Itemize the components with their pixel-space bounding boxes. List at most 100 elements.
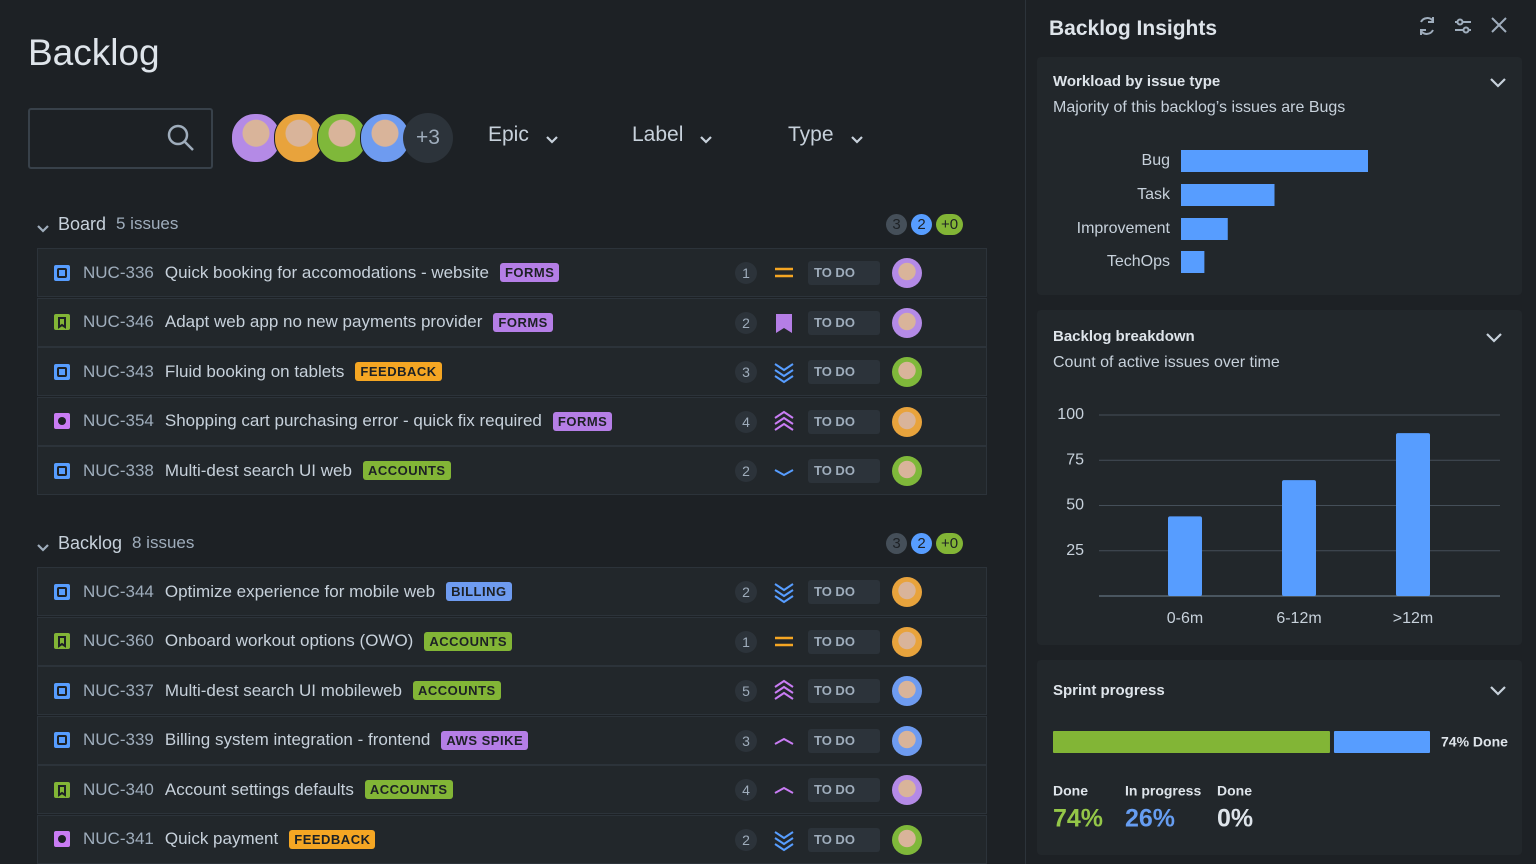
status-dropdown[interactable]: TO DO: [808, 827, 880, 852]
breakdown-card: [1037, 310, 1522, 645]
x-tick-label: 6-12m: [1276, 610, 1321, 627]
priority-icon: [772, 580, 796, 609]
issue-row[interactable]: NUC-339 Billing system integration - fron…: [37, 715, 987, 765]
stat-label: In progress: [1125, 783, 1201, 799]
bar: [1181, 251, 1205, 273]
page-title: Backlog: [28, 32, 160, 73]
filter-button[interactable]: Type: [788, 123, 834, 146]
status-dropdown[interactable]: TO DO: [808, 310, 880, 335]
issue-title[interactable]: Adapt web app no new payments provider: [164, 312, 483, 331]
stat-value: 26%: [1125, 805, 1175, 833]
issue-key[interactable]: NUC-343: [83, 361, 154, 381]
issue-label: FEEDBACK: [355, 362, 442, 381]
issue-row[interactable]: NUC-341 Quick payment FEEDBACK 2 TO DO: [37, 814, 987, 864]
status-dropdown[interactable]: TO DO: [808, 360, 880, 384]
issue-main: NUC-354 Shopping cart purchasing error - …: [52, 398, 613, 445]
assignee-avatar: [892, 406, 922, 437]
chart-subtitle: Count of active issues over time: [1053, 354, 1280, 371]
collapse-chevron[interactable]: [1486, 333, 1502, 343]
stat-label: Done: [1053, 783, 1088, 799]
issue-key[interactable]: NUC-360: [83, 631, 154, 650]
section-title[interactable]: Board: [58, 214, 107, 234]
issue-key[interactable]: NUC-344: [83, 581, 154, 601]
issue-label: FORMS: [552, 411, 613, 431]
issue-key[interactable]: NUC-336: [83, 262, 154, 282]
issue-label: FORMS: [499, 263, 560, 282]
issue-type-icon: [52, 362, 72, 382]
y-tick-label: TechOps: [1107, 253, 1170, 270]
issue-row[interactable]: NUC-354 Shopping cart purchasing error - …: [37, 396, 987, 446]
stat-label: Done: [1217, 783, 1252, 799]
issue-title[interactable]: Multi-dest search UI mobileweb: [164, 680, 403, 700]
issue-type-icon: [52, 312, 72, 332]
issue-key[interactable]: NUC-346: [83, 312, 154, 331]
stat-value: 0%: [1217, 805, 1253, 833]
issue-row[interactable]: NUC-338 Multi-dest search UI web ACCOUNTS 2…: [37, 446, 987, 495]
story-points: 4: [735, 779, 757, 801]
issue-key[interactable]: NUC-339: [83, 730, 154, 749]
issue-main: NUC-360 Onboard workout options (OWO) ACCO…: [52, 618, 513, 665]
collapse-chevron[interactable]: [1490, 686, 1506, 696]
issue-title[interactable]: Quick booking for accomodations - websit…: [164, 262, 489, 282]
section-title[interactable]: Backlog: [58, 533, 123, 553]
filter-chevron: [545, 132, 559, 150]
collapse-chevron[interactable]: [1490, 78, 1506, 88]
issue-row[interactable]: NUC-344 Optimize experience for mobile we…: [37, 567, 987, 616]
bar: [1396, 433, 1430, 596]
chart-title: Backlog breakdown: [1053, 328, 1195, 345]
issue-key[interactable]: NUC-338: [83, 460, 154, 480]
issue-row[interactable]: NUC-346 Adapt web app no new payments pro…: [37, 297, 987, 347]
filter-chevron: [699, 132, 713, 150]
y-tick-label: Bug: [1142, 152, 1170, 169]
issue-title[interactable]: Onboard workout options (OWO): [164, 631, 414, 650]
issue-title[interactable]: Shopping cart purchasing error - quick f…: [164, 411, 542, 430]
issue-title[interactable]: Billing system integration - frontend: [164, 730, 431, 749]
issue-row[interactable]: NUC-360 Onboard workout options (OWO) ACCO…: [37, 616, 987, 666]
issue-row[interactable]: NUC-337 Multi-dest search UI mobileweb ACC…: [37, 666, 987, 715]
count-badge: 3: [886, 533, 907, 554]
issue-row[interactable]: NUC-336 Quick booking for accomodations -…: [37, 248, 987, 297]
issue-type-icon: [52, 631, 72, 651]
progress-summary: 74% Done: [1441, 734, 1508, 750]
issue-row[interactable]: NUC-343 Fluid booking on tablets FEEDBACK 3…: [37, 347, 987, 396]
issue-label: BILLING: [446, 582, 512, 601]
status-dropdown[interactable]: TO DO: [808, 459, 880, 483]
filter-button[interactable]: Epic: [488, 123, 529, 146]
issue-title[interactable]: Fluid booking on tablets: [164, 361, 345, 381]
status-dropdown[interactable]: TO DO: [808, 409, 880, 434]
story-points: 5: [735, 680, 757, 702]
count-badge: 3: [886, 214, 907, 235]
status-dropdown[interactable]: TO DO: [808, 629, 880, 654]
issue-main: NUC-336 Quick booking for accomodations -…: [52, 249, 560, 296]
issue-key[interactable]: NUC-337: [83, 680, 154, 700]
filter-button[interactable]: Label: [632, 123, 684, 146]
progress-segment: [1053, 731, 1330, 753]
bar: [1168, 516, 1202, 596]
status-dropdown[interactable]: TO DO: [808, 778, 880, 802]
issue-key[interactable]: NUC-354: [83, 411, 154, 430]
priority-icon: [772, 311, 796, 340]
issue-title[interactable]: Multi-dest search UI web: [164, 460, 352, 480]
panel-actions[interactable]: [1415, 14, 1515, 38]
assignee-avatar: [892, 456, 922, 486]
bar: [1282, 480, 1316, 596]
issue-title[interactable]: Account settings defaults: [164, 779, 354, 799]
status-dropdown[interactable]: TO DO: [808, 728, 880, 753]
status-dropdown[interactable]: TO DO: [808, 580, 880, 604]
issue-key[interactable]: NUC-340: [83, 779, 154, 799]
assignee-avatar: [892, 357, 922, 387]
issue-row[interactable]: NUC-340 Account settings defaults ACCOUNTS…: [37, 765, 987, 814]
issue-key[interactable]: NUC-341: [83, 829, 154, 848]
card-title: Sprint progress: [1053, 682, 1165, 699]
issue-main: NUC-338 Multi-dest search UI web ACCOUNTS: [52, 447, 451, 494]
status-dropdown[interactable]: TO DO: [808, 679, 880, 703]
count-badge: +0: [936, 533, 964, 554]
x-tick-label: 0-6m: [1167, 610, 1203, 627]
story-points: 4: [735, 410, 757, 433]
issue-title[interactable]: Optimize experience for mobile web: [164, 581, 436, 601]
status-dropdown[interactable]: TO DO: [808, 261, 880, 285]
issue-title[interactable]: Quick payment: [164, 829, 279, 848]
search-box[interactable]: [28, 108, 213, 169]
story-points: 2: [735, 311, 757, 334]
avatar: [274, 113, 324, 163]
